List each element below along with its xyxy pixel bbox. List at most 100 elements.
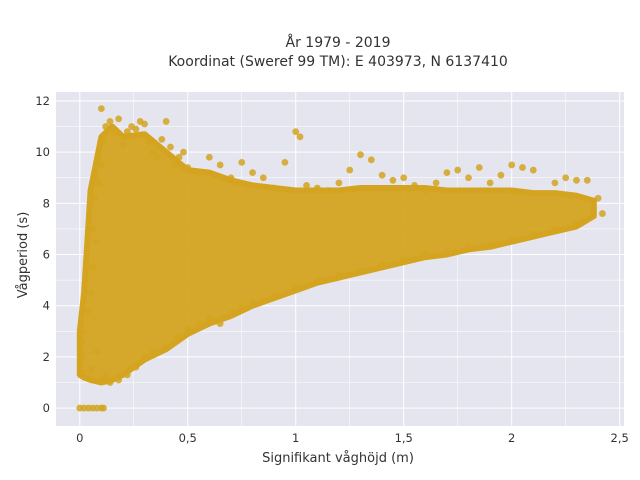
scatter-point [421, 251, 429, 258]
scatter-point [313, 276, 321, 284]
scatter-point [281, 158, 289, 166]
scatter-point [93, 348, 101, 356]
scatter-point [162, 343, 170, 351]
scatter-point [195, 169, 202, 177]
scatter-point [106, 118, 114, 125]
scatter-point [158, 135, 166, 143]
scatter-point [313, 184, 321, 192]
scatter-point [175, 153, 183, 161]
scatter-point [238, 304, 246, 312]
scatter-point [132, 363, 140, 371]
scatter-point [119, 141, 127, 148]
scatter-point [583, 176, 591, 184]
y-tick-label: 2 [43, 350, 50, 364]
scatter-point [205, 315, 213, 322]
scatter-point [173, 333, 181, 340]
scatter-point [149, 348, 157, 356]
scatter-point [249, 299, 256, 307]
scatter-point [562, 174, 570, 182]
scatter-point [367, 156, 375, 164]
scatter-point [123, 371, 131, 379]
scatter-point [324, 187, 332, 194]
scatter-point [171, 161, 179, 169]
scatter-point [486, 179, 494, 187]
scatter-point [357, 266, 364, 274]
scatter-point [421, 187, 429, 194]
y-tick-label: 8 [43, 196, 50, 210]
scatter-point [432, 179, 440, 187]
x-tick-label: 2,5 [611, 431, 629, 445]
scatter-point [89, 225, 97, 233]
scatter-point [106, 379, 114, 386]
scatter-point [89, 263, 97, 271]
scatter-point [123, 128, 131, 136]
y-axis-label: Vågperiod (s) [16, 212, 31, 299]
scatter-point [149, 148, 157, 156]
scatter-point [141, 120, 148, 128]
x-tick-label: 0,5 [179, 431, 197, 445]
scatter-point [508, 161, 516, 169]
scatter-points [76, 105, 606, 412]
scatter-point [573, 220, 580, 228]
scatter-point [497, 171, 505, 179]
scatter-point [573, 176, 580, 184]
scatter-point [91, 194, 99, 202]
scatter-point [292, 128, 300, 136]
scatter-point [100, 404, 107, 412]
y-axis-ticks: 0 2 4 6 8 10 12 [35, 94, 50, 415]
scatter-point [84, 307, 92, 315]
scatter-point [195, 320, 202, 328]
scatter-point [238, 158, 246, 166]
scatter-point [378, 171, 386, 179]
scatter-point [335, 179, 343, 187]
scatter-point [97, 105, 105, 113]
scatter-point [167, 143, 174, 151]
y-tick-label: 6 [43, 248, 50, 262]
scatter-point [110, 128, 118, 136]
x-tick-label: 0 [76, 431, 83, 445]
scatter-point [400, 256, 408, 264]
scatter-point [102, 123, 110, 130]
scatter-point [599, 210, 606, 217]
scatter-point [303, 182, 310, 189]
scatter-point [216, 320, 224, 328]
scatter-point [465, 174, 472, 182]
scatter-point [205, 153, 213, 161]
scatter-point [465, 243, 472, 251]
scatter-point [389, 176, 397, 184]
scatter-point [82, 373, 90, 381]
scatter-point [100, 138, 107, 146]
scatter-point [400, 174, 408, 182]
scatter-point [227, 309, 235, 317]
scatter-point [141, 353, 148, 361]
scatter-point [78, 338, 86, 345]
chart-title: År 1979 - 2019 [286, 34, 391, 51]
x-tick-label: 2 [508, 431, 515, 445]
scatter-point [443, 169, 451, 177]
scatter-point [296, 133, 304, 141]
scatter-point [486, 240, 494, 248]
scatter-point [115, 115, 123, 123]
scatter-point [93, 238, 101, 246]
scatter-point [216, 161, 224, 169]
x-tick-label: 1,5 [395, 431, 413, 445]
scatter-point [249, 169, 256, 177]
chart-subtitle: Koordinat (Sweref 99 TM): E 403973, N 61… [168, 54, 508, 70]
scatter-point [346, 166, 354, 174]
scatter-point [227, 174, 235, 182]
scatter-point [145, 138, 153, 146]
scatter-point [335, 271, 343, 279]
scatter-point [97, 376, 105, 384]
scatter-point [102, 371, 110, 379]
scatter-point [154, 153, 161, 161]
x-axis-label: Signifikant våghöjd (m) [262, 451, 414, 466]
scatter-point [91, 174, 99, 182]
scatter-point [184, 164, 192, 171]
y-tick-label: 12 [35, 94, 50, 108]
scatter-point [97, 161, 105, 169]
scatter-point [529, 166, 537, 174]
y-tick-label: 4 [43, 299, 50, 313]
scatter-point [87, 366, 94, 374]
scatter-point [378, 261, 386, 269]
scatter-point [180, 148, 187, 156]
